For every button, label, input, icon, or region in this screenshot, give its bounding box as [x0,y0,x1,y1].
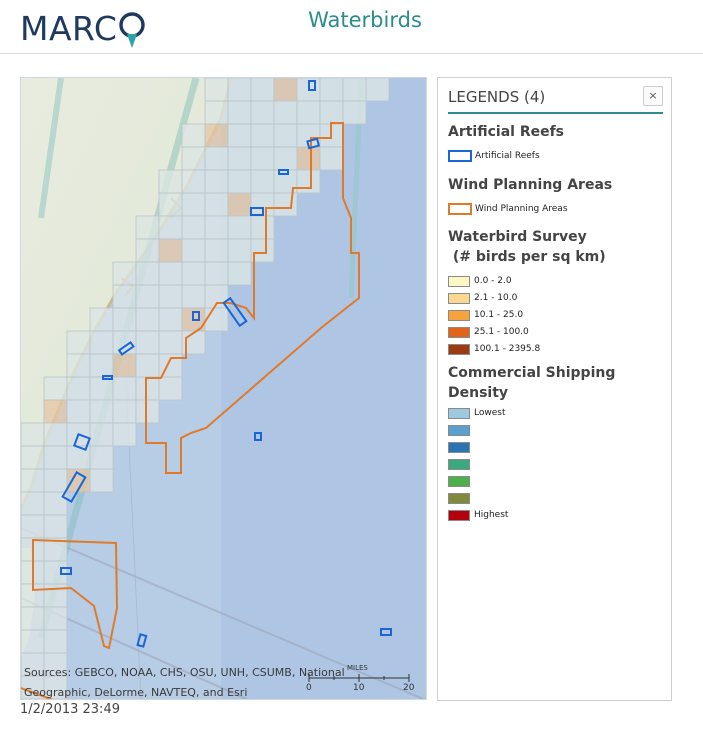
wind-area-south [32,538,119,650]
survey-color-swatch [448,292,470,304]
legend-panel: LEGENDS (4) × Artificial Reefs Artificia… [437,77,672,701]
survey-item-label: 100.1 - 2395.8 [474,344,541,354]
survey-color-swatch [448,326,470,338]
survey-heading-line-1: Waterbird Survey [448,229,587,245]
scale-tick-20: 20 [403,683,415,693]
page-title: Waterbirds [308,8,422,32]
survey-color-swatch [448,343,470,355]
shipping-item-label: Lowest [474,408,506,418]
waterbird-survey-grid [21,78,390,699]
shipping-color-swatch [448,458,470,470]
survey-item-label: 25.1 - 100.0 [474,327,529,337]
shipping-legend-item: Highest [448,508,508,522]
shipping-legend-item [448,423,474,437]
survey-color-swatch [448,309,470,321]
legend-title: LEGENDS (4) [448,88,546,106]
survey-item-label: 0.0 - 2.0 [474,276,512,286]
survey-legend-item: 2.1 - 10.0 [448,291,517,305]
wind-outline-swatch [448,203,472,215]
reef-outline-swatch [448,150,472,162]
app-header: MARC Waterbirds [0,0,703,54]
survey-legend-item: 10.1 - 25.0 [448,308,523,322]
shipping-legend-item [448,440,474,454]
shipping-heading-line-1: Commercial Shipping [448,365,616,381]
legend-header: LEGENDS (4) × [448,86,663,114]
legend-close-button[interactable]: × [643,86,663,106]
shipping-heading-line-2: Density [448,385,509,401]
survey-heading: Waterbird Survey (# birds per sq km) [448,227,606,267]
shipping-item-label: Highest [474,510,509,520]
survey-heading-line-2: (# birds per sq km) [448,249,606,265]
reefs-heading: Artificial Reefs [448,124,565,140]
wind-area-north [145,122,360,474]
reefs-legend-item: Artificial Reefs [448,149,540,163]
survey-item-label: 2.1 - 10.0 [474,293,518,303]
attribution-line-1: Sources: GEBCO, NOAA, CHS, OSU, UNH, CSU… [24,666,345,679]
shipping-heading: Commercial Shipping Density [448,363,615,403]
map-view[interactable]: Sources: GEBCO, NOAA, CHS, OSU, UNH, CSU… [20,77,427,700]
shipping-color-swatch [448,475,470,487]
scale-tick-10: 10 [353,683,365,693]
survey-legend-item: 25.1 - 100.0 [448,325,529,339]
shipping-legend-item [448,491,474,505]
shipping-legend-item [448,474,474,488]
shipping-color-swatch [448,509,470,521]
attribution-line-2: Geographic, DeLorme, NAVTEQ, and Esri [24,686,248,699]
logo-pin-icon [118,8,146,48]
shipping-color-swatch [448,407,470,419]
shipping-color-swatch [448,441,470,453]
scale-unit: MILES [347,664,368,672]
survey-color-swatch [448,275,470,287]
wind-heading: Wind Planning Areas [448,177,613,193]
scale-tick-0: 0 [306,683,312,693]
timestamp: 1/2/2013 23:49 [20,702,120,717]
survey-item-label: 10.1 - 25.0 [474,310,524,320]
logo-text: MARC [20,8,118,48]
map-canvas [21,78,426,699]
shipping-color-swatch [448,492,470,504]
shipping-legend-item [448,457,474,471]
wind-legend-item: Wind Planning Areas [448,202,568,216]
artificial-reefs [60,80,392,648]
scale-bar: MILES 0 10 20 [306,664,425,696]
wind-item-label: Wind Planning Areas [475,204,568,214]
shipping-legend-item: Lowest [448,406,505,420]
survey-legend-item: 100.1 - 2395.8 [448,342,540,356]
marco-logo[interactable]: MARC [20,6,146,50]
reefs-item-label: Artificial Reefs [475,151,540,161]
shipping-color-swatch [448,424,470,436]
survey-legend-item: 0.0 - 2.0 [448,274,512,288]
map-attribution: Sources: GEBCO, NOAA, CHS, OSU, UNH, CSU… [24,663,364,699]
